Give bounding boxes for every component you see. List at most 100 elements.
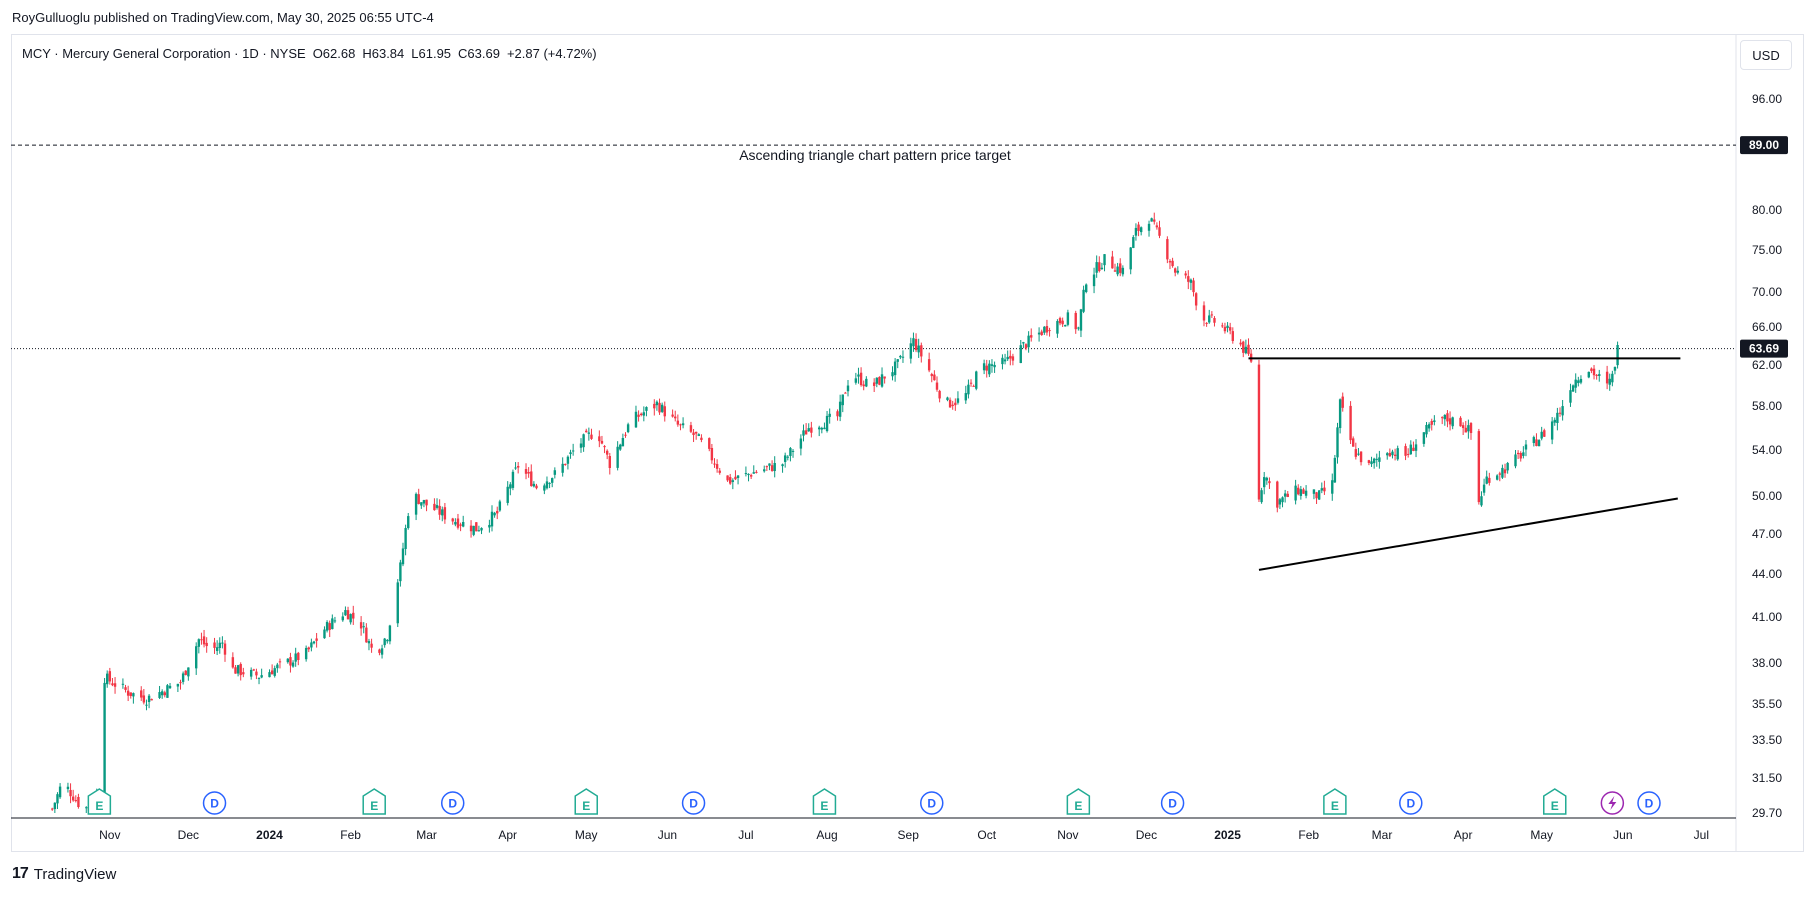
- currency-button[interactable]: USD: [1740, 40, 1792, 70]
- candle: [1058, 316, 1062, 326]
- candle: [158, 685, 161, 700]
- candle-body: [1166, 239, 1169, 260]
- candle-body: [912, 338, 915, 347]
- candle: [880, 367, 884, 388]
- candle-body: [859, 372, 863, 386]
- tradingview-logo[interactable]: 17 TradingView: [12, 865, 116, 883]
- candle: [896, 359, 899, 369]
- candle-body: [988, 363, 991, 375]
- earnings-marker[interactable]: E: [574, 788, 598, 815]
- candle-body: [1579, 378, 1583, 383]
- earnings-marker[interactable]: E: [1543, 788, 1567, 815]
- candle-body: [1176, 270, 1180, 273]
- dividend-marker[interactable]: D: [920, 791, 944, 815]
- candle: [234, 664, 237, 674]
- candle-body: [1571, 385, 1575, 392]
- candle: [1446, 410, 1449, 428]
- earnings-marker[interactable]: E: [1323, 788, 1347, 815]
- candle: [1150, 217, 1153, 222]
- candle-body: [920, 345, 923, 357]
- candle-body: [511, 471, 515, 488]
- candle: [708, 437, 711, 452]
- candle-body: [1153, 219, 1156, 222]
- x-tick-label: Oct: [977, 828, 996, 842]
- candle: [744, 466, 748, 477]
- earnings-marker-letter: E: [370, 799, 378, 813]
- candle: [700, 434, 703, 443]
- candle: [69, 783, 72, 804]
- candle: [551, 477, 554, 488]
- candle-body: [344, 610, 347, 616]
- candle: [129, 692, 132, 699]
- earnings-marker[interactable]: E: [362, 788, 386, 815]
- candle-body: [1349, 405, 1352, 441]
- candle: [286, 658, 290, 664]
- dividend-marker[interactable]: D: [1160, 791, 1185, 815]
- open-value: O62.68: [312, 46, 356, 61]
- candle: [1579, 375, 1583, 385]
- candle: [619, 443, 622, 451]
- candle-body: [1532, 437, 1536, 444]
- candle-body: [1372, 458, 1376, 464]
- dividend-marker[interactable]: D: [1637, 791, 1661, 815]
- candle-body: [218, 642, 221, 649]
- candle-body: [386, 640, 389, 642]
- candle: [312, 640, 316, 645]
- candle-body: [1514, 454, 1517, 467]
- symbol-name[interactable]: MCY · Mercury General Corporation · 1D ·…: [22, 46, 306, 61]
- split-marker[interactable]: [1600, 791, 1625, 815]
- candle: [1430, 418, 1433, 431]
- candle-body: [975, 371, 978, 389]
- candle-body: [278, 661, 282, 663]
- candle: [1315, 491, 1318, 505]
- candle: [1003, 353, 1007, 365]
- dividend-marker[interactable]: D: [681, 791, 706, 815]
- candle-body: [1260, 490, 1263, 503]
- candle-body: [679, 424, 682, 426]
- earnings-marker[interactable]: E: [812, 788, 837, 815]
- candle: [640, 412, 643, 417]
- candle-body: [417, 494, 420, 504]
- candle: [113, 677, 117, 694]
- candle-body: [1231, 331, 1234, 341]
- candle-body: [1488, 477, 1491, 483]
- earnings-marker[interactable]: E: [87, 788, 112, 815]
- candle-body: [1174, 268, 1177, 273]
- candle-body: [1331, 480, 1334, 494]
- candle: [1558, 407, 1562, 417]
- candle-body: [1412, 447, 1415, 451]
- candle: [386, 639, 389, 644]
- low-value: L61.95: [411, 46, 452, 61]
- candle-body: [435, 505, 439, 508]
- dividend-marker[interactable]: D: [440, 791, 465, 815]
- candle-body: [681, 423, 685, 426]
- candle-body: [1338, 399, 1342, 429]
- candle: [1425, 421, 1428, 438]
- candle-body: [365, 627, 368, 643]
- dividend-marker[interactable]: D: [1399, 791, 1423, 815]
- candle-body: [325, 621, 329, 631]
- candle-body: [362, 626, 365, 628]
- candle: [325, 620, 329, 633]
- earnings-marker-letter: E: [820, 799, 828, 813]
- candle: [734, 470, 737, 481]
- x-tick-label: Dec: [1136, 828, 1157, 842]
- candle: [1223, 322, 1227, 334]
- candle: [142, 688, 146, 705]
- dividend-marker[interactable]: D: [202, 791, 227, 815]
- candle: [1074, 310, 1077, 334]
- candle-body: [1043, 326, 1046, 333]
- candle-body: [603, 446, 606, 448]
- candle: [862, 380, 865, 391]
- candle-body: [433, 503, 436, 511]
- candle-body: [1113, 270, 1117, 272]
- candle-body: [1367, 460, 1371, 463]
- candle: [1406, 448, 1410, 458]
- earnings-marker[interactable]: E: [1066, 788, 1091, 815]
- earnings-marker-letter: E: [1074, 799, 1082, 813]
- candle-body: [878, 377, 881, 385]
- candle: [854, 372, 858, 385]
- candle: [1467, 419, 1470, 439]
- candle: [1304, 485, 1308, 499]
